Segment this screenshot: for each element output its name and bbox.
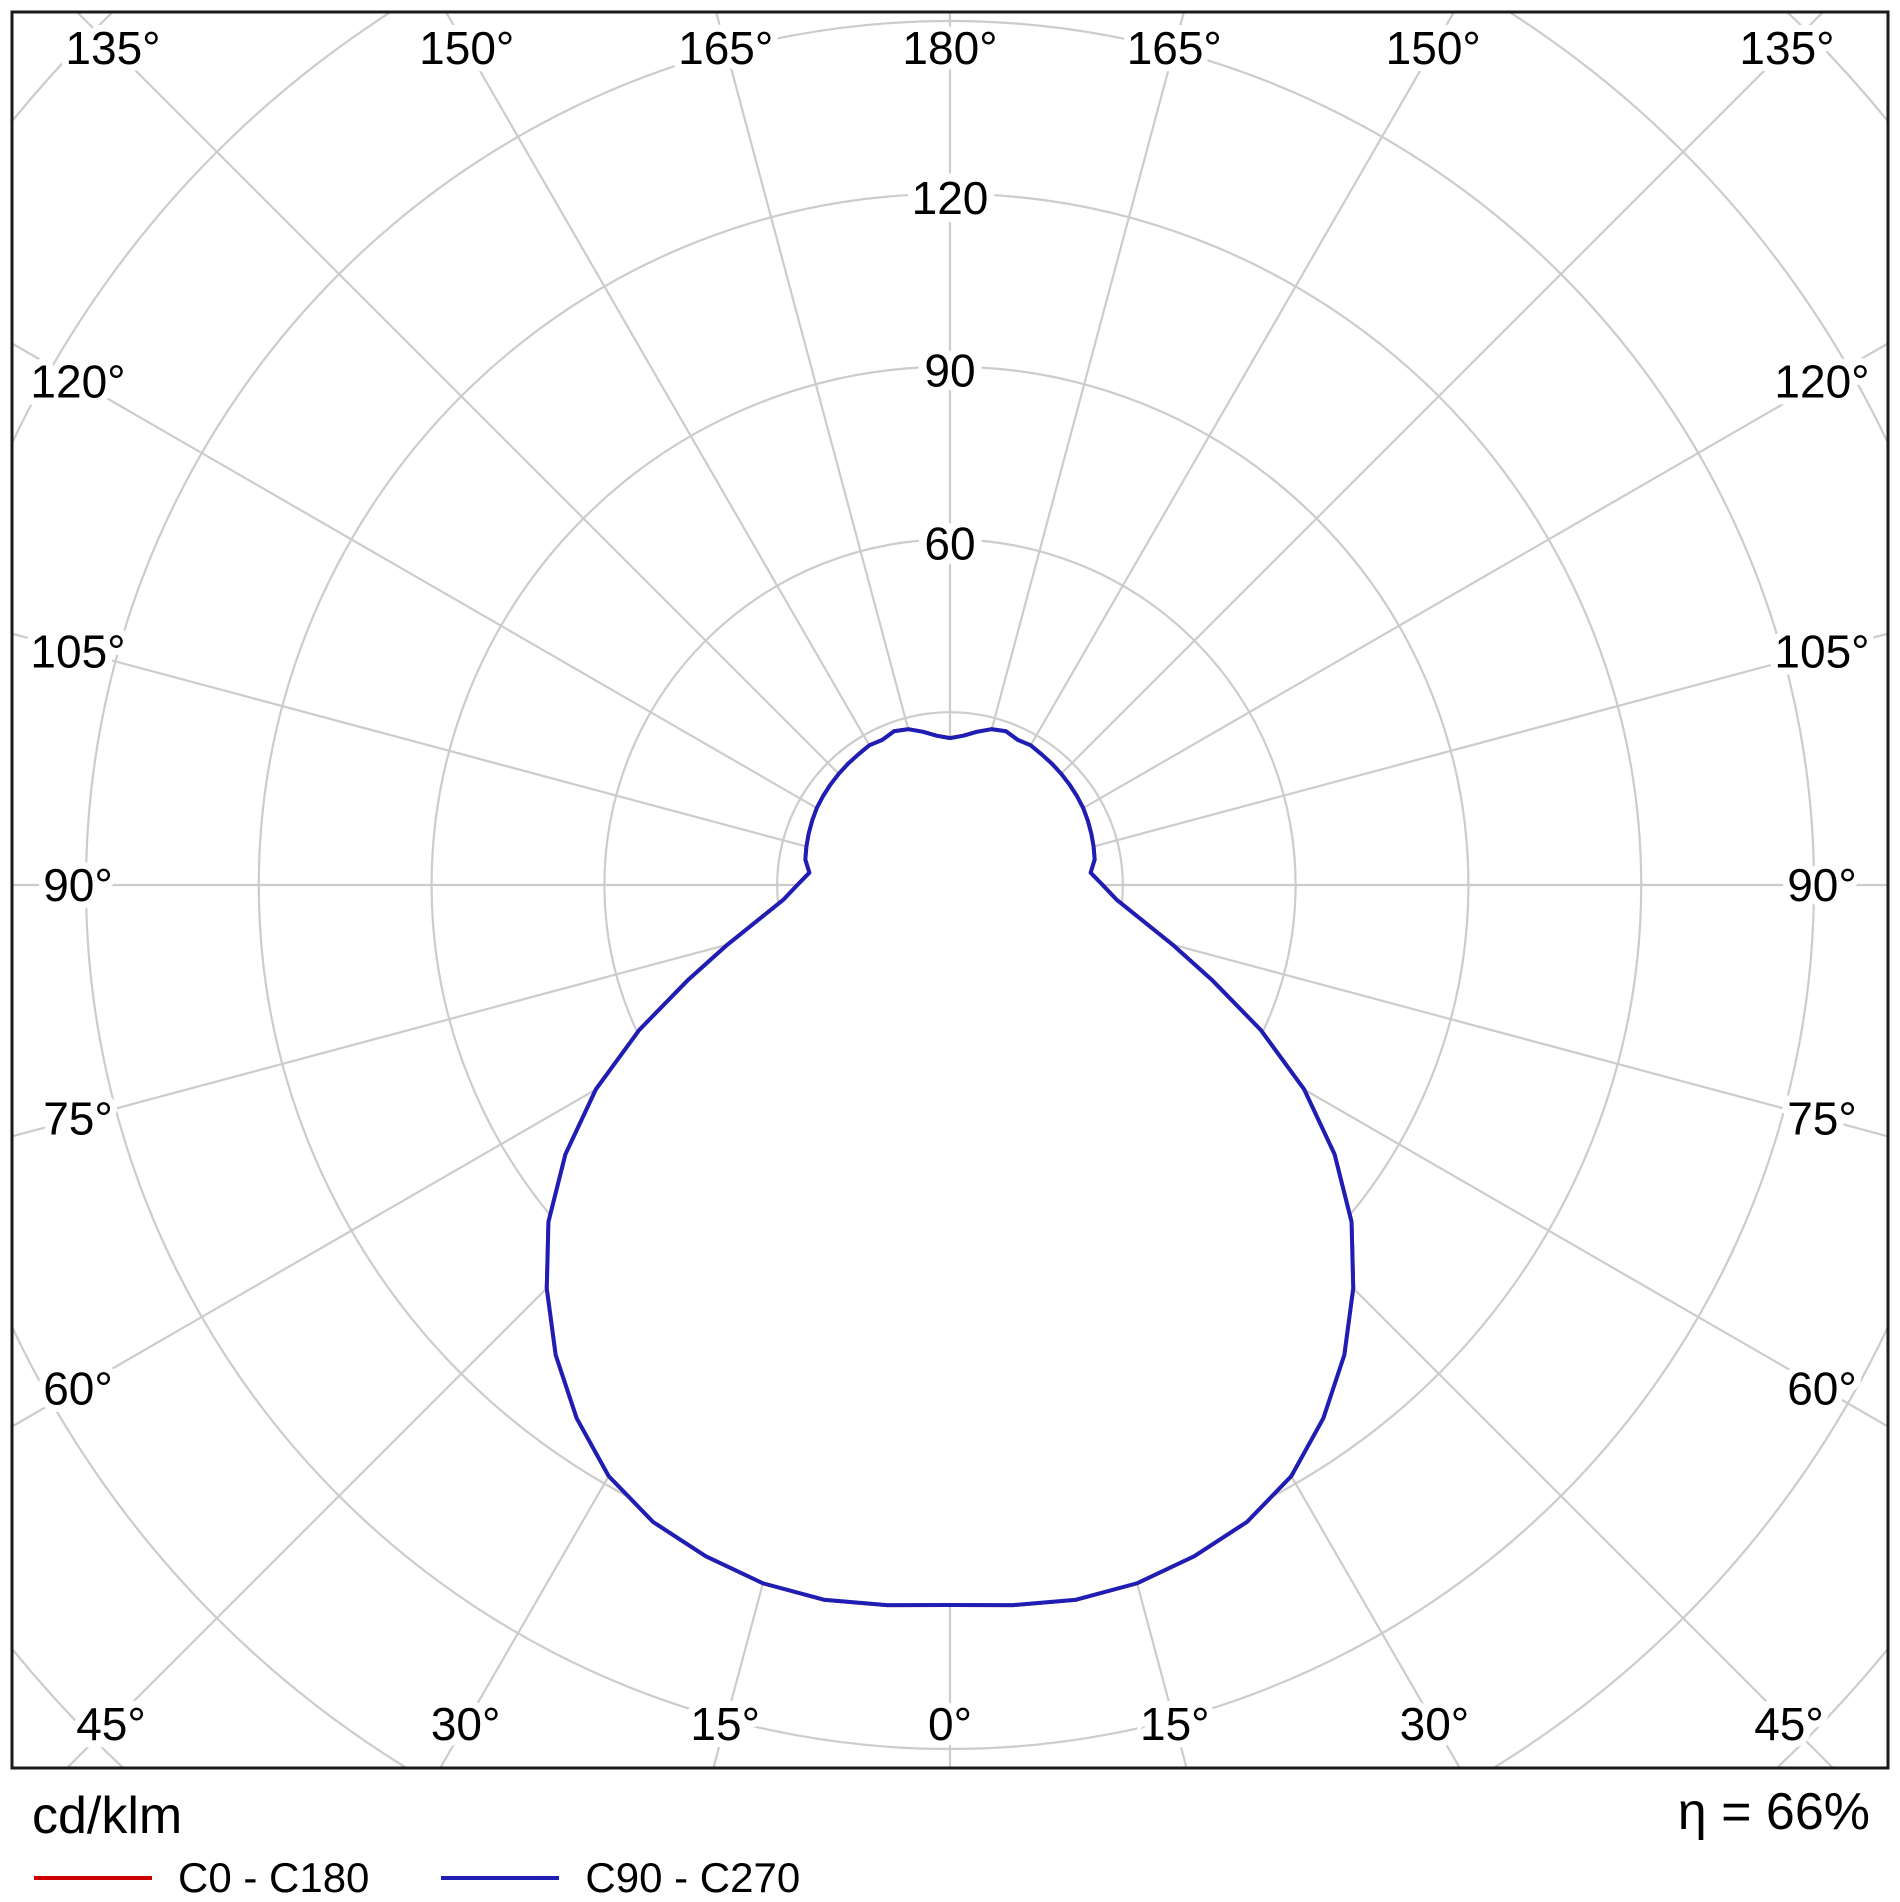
efficiency-label: η = 66% bbox=[1677, 1783, 1870, 1841]
svg-text:165°: 165° bbox=[678, 22, 773, 74]
svg-text:90: 90 bbox=[924, 345, 975, 397]
legend-swatch-c0-c180 bbox=[34, 1876, 152, 1880]
legend-entry-c0-c180: C0 - C180 bbox=[34, 1854, 369, 1902]
svg-text:120: 120 bbox=[912, 172, 989, 224]
svg-text:60°: 60° bbox=[43, 1362, 113, 1414]
svg-text:45°: 45° bbox=[76, 1698, 146, 1750]
svg-text:180°: 180° bbox=[902, 22, 997, 74]
legend-label-c90-c270: C90 - C270 bbox=[585, 1854, 801, 1901]
svg-text:135°: 135° bbox=[1739, 22, 1834, 74]
svg-text:45°: 45° bbox=[1754, 1698, 1824, 1750]
units-label: cd/klm bbox=[32, 1787, 183, 1845]
legend-label-c0-c180: C0 - C180 bbox=[178, 1854, 370, 1901]
svg-text:105°: 105° bbox=[30, 625, 125, 677]
svg-text:150°: 150° bbox=[1386, 22, 1481, 74]
svg-text:120°: 120° bbox=[1774, 356, 1869, 408]
svg-text:90°: 90° bbox=[1787, 859, 1857, 911]
legend-swatch-c90-c270 bbox=[441, 1876, 560, 1880]
svg-text:60°: 60° bbox=[1787, 1362, 1857, 1414]
svg-text:30°: 30° bbox=[431, 1698, 501, 1750]
svg-text:75°: 75° bbox=[1787, 1093, 1857, 1145]
legend: C0 - C180 C90 - C270 bbox=[34, 1854, 800, 1902]
svg-text:75°: 75° bbox=[43, 1093, 113, 1145]
svg-text:15°: 15° bbox=[690, 1698, 760, 1750]
svg-text:135°: 135° bbox=[65, 22, 160, 74]
svg-text:105°: 105° bbox=[1774, 625, 1869, 677]
svg-text:60: 60 bbox=[924, 517, 975, 569]
svg-text:150°: 150° bbox=[419, 22, 514, 74]
legend-entry-c90-c270: C90 - C270 bbox=[441, 1854, 800, 1902]
svg-text:30°: 30° bbox=[1400, 1698, 1470, 1750]
svg-text:120°: 120° bbox=[30, 356, 125, 408]
svg-text:90°: 90° bbox=[43, 859, 113, 911]
svg-text:15°: 15° bbox=[1140, 1698, 1210, 1750]
svg-text:165°: 165° bbox=[1127, 22, 1222, 74]
svg-text:0°: 0° bbox=[928, 1698, 972, 1750]
